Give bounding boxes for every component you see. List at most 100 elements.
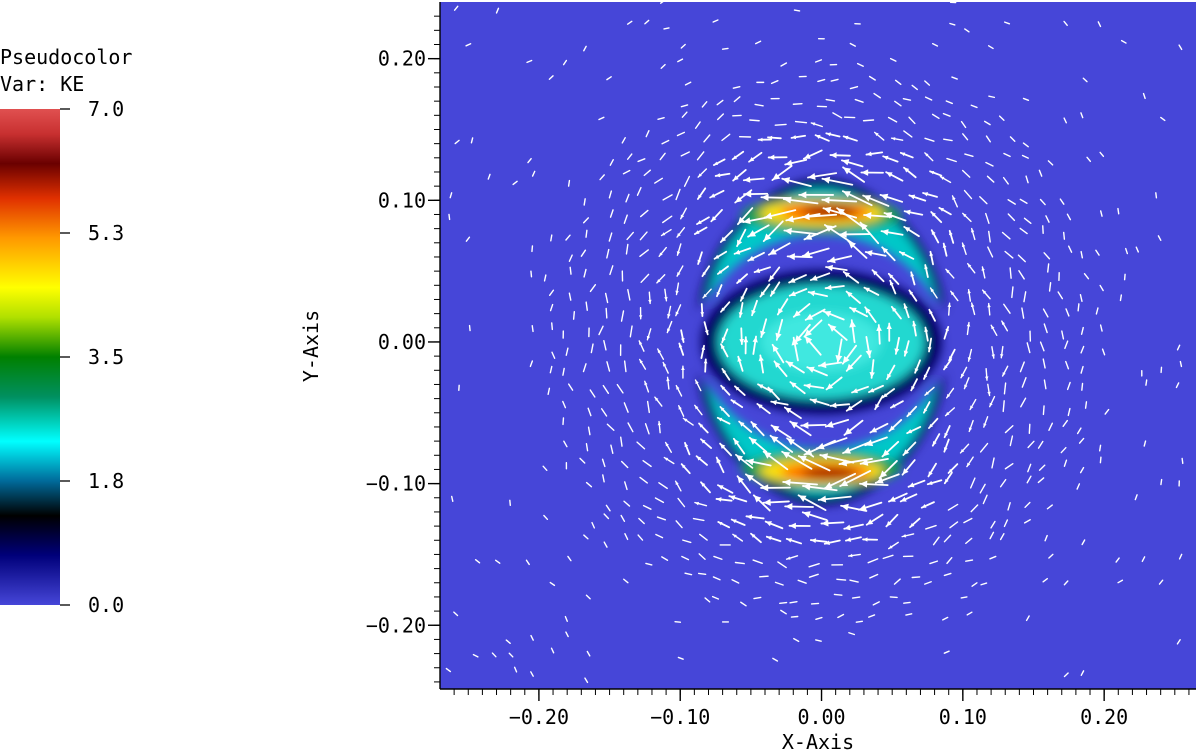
vector-arrowhead — [659, 252, 663, 257]
vector-arrow — [655, 533, 664, 539]
vector-arrowhead — [960, 448, 965, 453]
vector-arrow — [1083, 272, 1090, 280]
vector-arrow — [1119, 294, 1123, 302]
vector-arrow — [836, 578, 847, 581]
vector-arrow — [711, 595, 720, 600]
vector-arrowhead — [904, 226, 911, 233]
vector-arrow — [1077, 303, 1080, 312]
vector-arrow — [1027, 440, 1035, 449]
vector-arrowhead — [987, 391, 991, 396]
vector-arrowhead — [924, 327, 929, 333]
vector-arrowhead — [700, 439, 706, 444]
vector-arrow — [1025, 175, 1029, 184]
vector-arrowhead — [888, 545, 893, 549]
vector-arrowhead — [880, 193, 889, 201]
vector-arrow — [1084, 401, 1088, 409]
colorbar-legend: Pseudocolor Var: KE 7.0 5.3 3.5 1.8 0.0 — [0, 45, 132, 617]
vector-arrow — [1065, 308, 1070, 317]
vector-arrowhead — [771, 400, 777, 406]
vector-arrowhead — [735, 454, 744, 462]
vector-arrowhead — [927, 480, 933, 486]
vector-arrow — [1176, 639, 1181, 645]
vector-arrowhead — [826, 132, 831, 137]
vector-arrowhead — [763, 498, 771, 506]
vector-arrow — [932, 536, 940, 546]
vector-arrow — [1011, 286, 1014, 299]
vector-arrowhead — [729, 495, 736, 501]
x-tick-label: 0.20 — [1080, 705, 1128, 729]
vector-arrowhead — [909, 290, 914, 295]
vector-arrowhead — [789, 277, 796, 283]
vector-arrow — [1099, 210, 1103, 217]
vector-arrow — [989, 531, 995, 540]
vector-arrow — [636, 441, 646, 450]
vector-arrowhead — [804, 383, 811, 390]
vector-arrowhead — [883, 155, 889, 161]
vector-arrow — [931, 42, 939, 47]
vector-arrow — [701, 101, 708, 108]
vector-arrow — [703, 134, 711, 143]
vector-arrowhead — [663, 362, 667, 367]
vector-arrowhead — [903, 167, 910, 173]
vector-arrow — [565, 631, 569, 638]
vector-arrowhead — [845, 537, 852, 542]
vector-arrowhead — [638, 315, 643, 319]
vector-arrow — [675, 188, 681, 201]
vector-arrowhead — [929, 251, 934, 257]
vector-arrowhead — [768, 387, 774, 393]
vector-arrow — [1009, 435, 1014, 447]
vector-arrow — [661, 139, 670, 145]
vector-arrowhead — [710, 193, 716, 198]
vector-arrow — [1160, 478, 1163, 486]
vector-arrowhead — [907, 429, 913, 434]
vector-arrowhead — [678, 343, 683, 348]
vector-arrowhead — [991, 354, 995, 359]
vector-arrowhead — [837, 208, 845, 216]
vector-arrowhead — [882, 247, 889, 254]
vector-arrowhead — [945, 326, 949, 332]
vector-arrow — [572, 311, 576, 320]
vector-arrowhead — [927, 347, 932, 352]
vector-arrowhead — [799, 191, 807, 199]
vector-arrow — [585, 442, 589, 452]
vector-arrow — [1145, 379, 1148, 386]
vector-arrowhead — [758, 137, 763, 142]
vector-arrowhead — [665, 442, 669, 447]
vector-arrow — [815, 616, 823, 621]
vector-arrow — [625, 243, 629, 255]
vector-arrowhead — [716, 457, 722, 464]
vector-arrowhead — [970, 303, 975, 308]
vector-arrowhead — [889, 425, 895, 431]
vector-arrow — [797, 579, 807, 584]
vector-arrowhead — [846, 363, 854, 371]
vector-arrowhead — [929, 309, 933, 315]
vector-arrow — [676, 131, 686, 137]
vector-arrow — [964, 28, 970, 33]
vector-arrowhead — [860, 459, 869, 466]
vector-arrowhead — [970, 228, 975, 233]
vector-arrow — [639, 231, 648, 241]
vector-arrow — [642, 459, 652, 468]
vector-arrow — [549, 581, 556, 587]
velocity-vectors — [445, 2, 1184, 684]
vector-arrowhead — [891, 306, 897, 312]
vector-arrowhead — [749, 437, 758, 445]
vector-arrow — [642, 504, 652, 510]
vector-arrow — [1098, 444, 1102, 452]
vector-arrow — [696, 151, 705, 161]
vector-arrow — [1009, 136, 1016, 143]
vector-arrowhead — [882, 393, 888, 398]
vector-arrowhead — [886, 323, 892, 330]
vector-arrowhead — [761, 193, 769, 201]
vector-arrowhead — [943, 447, 948, 452]
vector-arrowhead — [654, 397, 659, 402]
vector-arrow — [1078, 437, 1085, 444]
vector-arrow — [1042, 358, 1046, 369]
vector-arrowhead — [824, 540, 830, 546]
vector-arrowhead — [872, 270, 878, 276]
vector-arrowhead — [802, 213, 810, 221]
vector-arrow — [754, 103, 764, 107]
vector-arrowhead — [804, 233, 813, 240]
vector-arrow — [837, 613, 845, 619]
